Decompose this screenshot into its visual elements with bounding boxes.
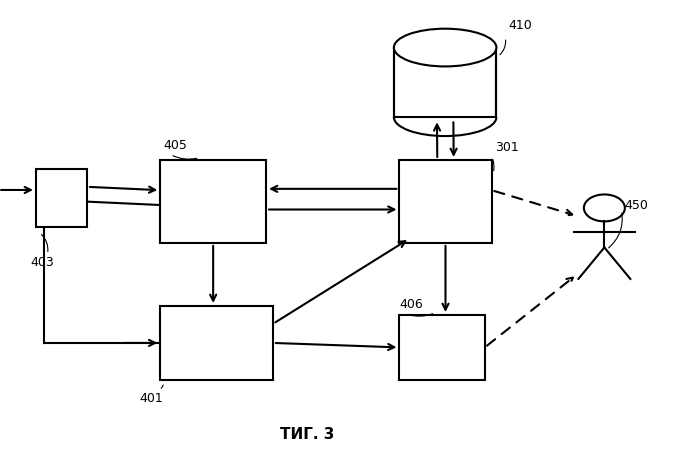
Text: 405: 405 [163,138,188,152]
Text: 450: 450 [625,198,648,212]
Ellipse shape [394,30,496,67]
Text: 403: 403 [31,256,54,269]
Bar [399,315,485,380]
Bar [394,48,496,118]
Bar [36,170,87,228]
Text: 410: 410 [509,19,533,32]
Text: ΤИГ. 3: ΤИГ. 3 [280,427,334,442]
Text: 401: 401 [140,391,163,404]
Text: 406: 406 [399,298,423,311]
Bar [161,161,266,244]
Text: 301: 301 [495,141,519,154]
Bar [161,306,273,380]
Bar [399,161,491,244]
